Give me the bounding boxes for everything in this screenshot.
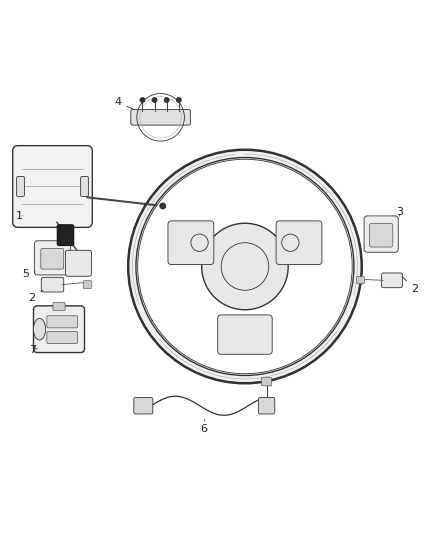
FancyBboxPatch shape: [41, 277, 64, 292]
FancyBboxPatch shape: [370, 223, 393, 247]
Ellipse shape: [33, 318, 46, 340]
FancyBboxPatch shape: [81, 176, 88, 197]
Text: 3: 3: [396, 207, 403, 217]
FancyBboxPatch shape: [168, 221, 214, 264]
FancyBboxPatch shape: [134, 398, 153, 414]
FancyBboxPatch shape: [83, 281, 92, 288]
Text: 5: 5: [22, 269, 35, 279]
Circle shape: [160, 203, 166, 209]
FancyBboxPatch shape: [276, 221, 322, 264]
FancyBboxPatch shape: [33, 306, 85, 352]
FancyBboxPatch shape: [34, 241, 71, 275]
FancyBboxPatch shape: [258, 398, 275, 414]
FancyBboxPatch shape: [66, 251, 92, 276]
FancyBboxPatch shape: [364, 216, 398, 252]
FancyBboxPatch shape: [261, 378, 272, 386]
FancyBboxPatch shape: [357, 277, 364, 284]
Text: 2: 2: [28, 290, 43, 303]
Circle shape: [138, 159, 352, 374]
FancyBboxPatch shape: [41, 248, 64, 269]
Circle shape: [176, 98, 181, 103]
FancyBboxPatch shape: [57, 225, 74, 246]
Circle shape: [152, 98, 157, 103]
FancyBboxPatch shape: [53, 302, 65, 311]
Circle shape: [164, 98, 169, 103]
Circle shape: [129, 150, 361, 383]
FancyBboxPatch shape: [131, 109, 191, 125]
FancyBboxPatch shape: [47, 316, 78, 328]
FancyBboxPatch shape: [13, 146, 92, 228]
FancyBboxPatch shape: [17, 176, 25, 197]
Circle shape: [202, 223, 288, 310]
Text: 4: 4: [115, 97, 134, 110]
Text: 1: 1: [16, 211, 23, 221]
FancyBboxPatch shape: [381, 273, 403, 288]
Text: 2: 2: [402, 277, 419, 294]
FancyBboxPatch shape: [47, 332, 78, 343]
FancyBboxPatch shape: [218, 315, 272, 354]
Circle shape: [140, 98, 145, 103]
Text: 6: 6: [200, 419, 207, 434]
Text: 7: 7: [28, 345, 37, 355]
